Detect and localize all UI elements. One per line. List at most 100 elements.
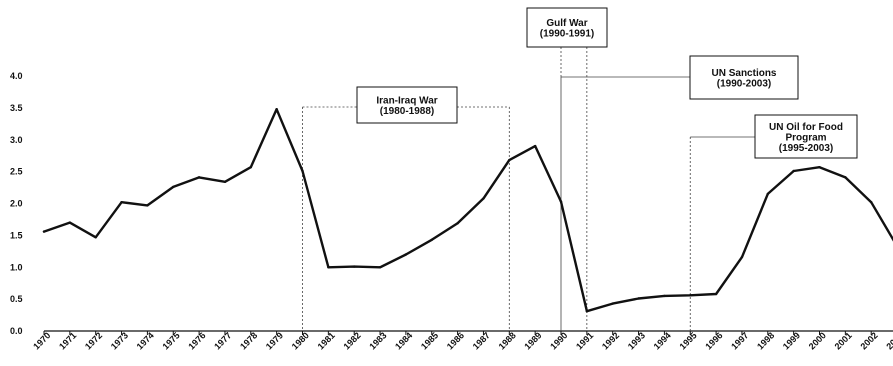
data-point [818,165,821,169]
x-tick-label: 1998 [755,330,776,351]
y-tick-label: 1.0 [10,262,23,272]
data-point [249,165,252,169]
y-tick-label: 2.0 [10,199,23,209]
data-point [378,266,382,269]
x-tick-label: 1982 [341,330,362,351]
x-tick-label: 1999 [781,330,802,351]
data-point [120,201,123,204]
annotation-label: Program [785,132,826,143]
y-axis: 0.0 0.5 1.0 1.5 2.0 2.5 3.0 3.5 4.0 [10,71,23,336]
data-point [663,294,666,298]
annotation-callout: Gulf War(1990-1991) [526,7,608,331]
x-axis: 1970 1971 1972 1973 1974 1975 1976 1977 1978 1979… [31,330,893,351]
y-tick-label: 4.0 [10,71,23,81]
x-tick-label: 2001 [833,330,854,351]
x-tick-label: 1994 [652,330,673,351]
data-point [611,302,614,305]
data-point [792,169,795,173]
data-point [430,238,433,242]
annotation-box [526,7,608,48]
x-tick-label: 1984 [393,330,414,351]
x-tick-label: 1974 [135,330,156,351]
annotation-label: Iran-Iraq War [376,96,437,107]
y-tick-label: 0.0 [10,326,23,336]
data-point [844,176,847,179]
x-tick-label: 1973 [109,330,130,351]
x-tick-label: 1986 [445,330,466,351]
x-tick-label: 1992 [600,330,621,351]
x-tick-label: 1988 [497,330,518,351]
annotation-box [689,55,799,100]
data-point [689,294,692,297]
data-point [404,253,408,256]
x-tick-label: 1979 [264,330,285,351]
x-tick-label: 1970 [31,330,52,351]
y-tick-label: 2.5 [10,167,23,177]
x-tick-label: 1995 [678,330,699,351]
x-tick-label: 1987 [471,330,492,351]
data-point [42,230,46,233]
data-point [456,222,459,225]
annotation-label: (1990-2003) [717,79,771,90]
data-point [146,204,149,207]
data-point [533,144,537,148]
x-tick-label: 1985 [419,330,440,351]
series [42,107,893,313]
x-tick-label: 1983 [367,330,388,351]
x-tick-label: 1990 [548,330,569,351]
annotation-label: UN Oil for Food [769,122,843,133]
x-tick-label: 1971 [57,330,78,351]
x-tick-label: 1997 [729,330,750,351]
x-tick-label: 2000 [807,330,828,351]
annotation-label: Gulf War [546,18,587,29]
data-point [68,221,72,224]
x-tick-label: 1972 [83,330,104,351]
x-tick-label: 1991 [574,330,595,351]
x-tick-label: 1976 [186,330,207,351]
x-tick-label: 1989 [522,330,543,351]
data-point [482,197,485,200]
y-tick-label: 3.5 [10,103,23,113]
annotation-box [356,86,458,124]
data-point [870,201,873,204]
data-point [637,297,640,300]
annotation-label: (1995-2003) [779,143,833,154]
x-tick-label: 2003 [884,330,893,351]
y-tick-label: 1.5 [10,230,23,240]
series-line [42,108,893,313]
data-point [275,107,278,111]
data-point [223,180,227,184]
annotation-label: UN Sanctions [711,68,776,79]
data-point [197,176,201,179]
data-point [301,169,304,173]
data-point [353,265,356,268]
data-point [740,255,744,259]
x-tick-label: 1981 [316,330,337,351]
x-tick-label: 1980 [290,330,311,351]
x-tick-label: 1978 [238,330,259,351]
annotations: Iran-Iraq War(1980-1988)Gulf War(1990-19… [302,7,858,331]
data-point [766,192,769,196]
annotation-label: (1980-1988) [380,106,434,117]
data-point [508,158,511,162]
annotation-label: (1990-1991) [540,29,594,40]
data-point [327,266,330,269]
data-point [94,236,97,239]
data-point [559,200,563,203]
x-tick-label: 1975 [161,330,182,351]
data-point [585,310,589,313]
annotation-callout: UN Sanctions(1990-2003) [560,55,799,331]
x-tick-label: 1996 [703,330,724,351]
annotation-callout: Iran-Iraq War(1980-1988) [302,86,510,331]
y-tick-label: 3.0 [10,135,23,145]
x-tick-label: 1993 [626,330,647,351]
data-point [714,292,718,296]
data-point [172,185,175,189]
annotation-box [754,114,858,159]
x-tick-label: 1977 [212,330,233,351]
y-tick-label: 0.5 [10,294,23,304]
x-tick-label: 2002 [858,330,879,351]
